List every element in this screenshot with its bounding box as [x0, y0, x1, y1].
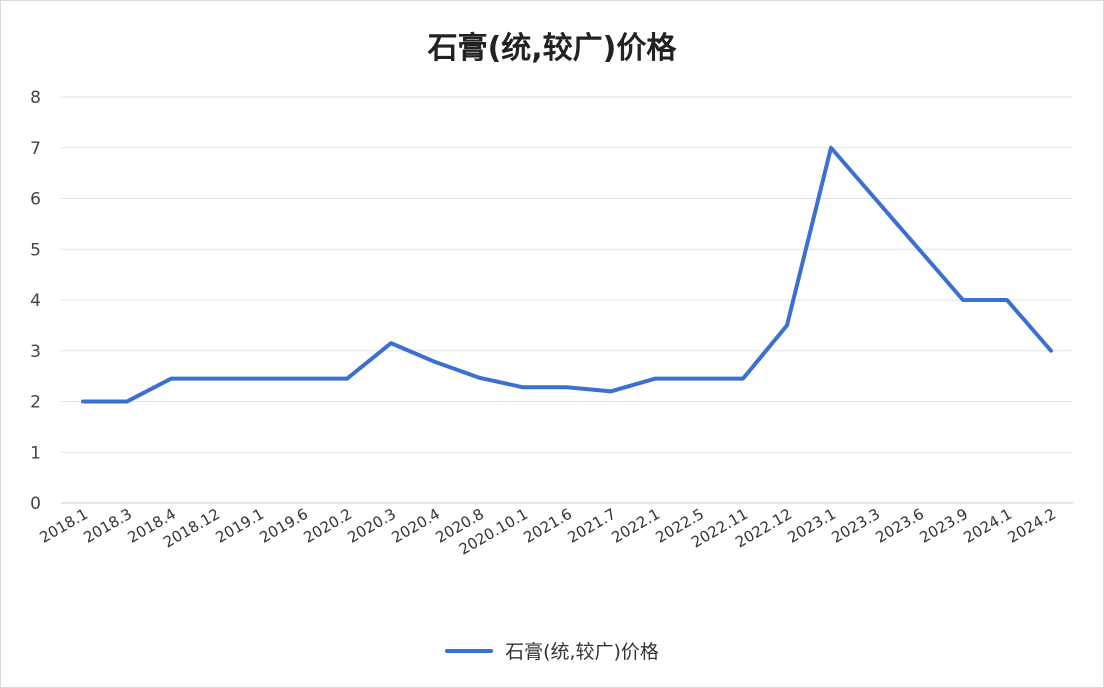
y-tick-label: 6	[30, 190, 41, 210]
x-axis-ticks: 2018.12018.32018.42018.122019.12019.6202…	[37, 505, 1059, 559]
legend: 石膏(统,较广)价格	[1, 637, 1103, 664]
x-tick-label: 2023.1	[785, 505, 839, 547]
x-tick-label: 2019.1	[213, 505, 267, 547]
series-line	[81, 145, 1053, 404]
legend-label: 石膏(统,较广)价格	[505, 641, 659, 663]
legend-swatch	[445, 648, 494, 653]
x-tick-label: 2024.1	[961, 505, 1015, 547]
x-tick-label: 2023.3	[829, 505, 883, 547]
series-layer	[81, 145, 1053, 404]
y-tick-label: 5	[30, 240, 41, 260]
y-tick-label: 3	[30, 342, 41, 362]
x-tick-label: 2022.1	[609, 505, 663, 547]
y-tick-label: 2	[30, 393, 41, 413]
chart-title: 石膏(统,较广)价格	[427, 31, 677, 66]
y-tick-label: 1	[30, 443, 41, 463]
y-tick-label: 8	[30, 88, 41, 108]
y-tick-label: 7	[30, 139, 41, 159]
y-tick-label: 0	[30, 494, 41, 514]
x-tick-label: 2018.3	[81, 505, 135, 547]
x-tick-label: 2024.2	[1005, 505, 1059, 547]
x-tick-label: 2019.6	[257, 505, 311, 547]
x-tick-label: 2018.1	[37, 505, 91, 547]
y-tick-label: 4	[30, 291, 41, 311]
x-tick-label: 2020.4	[389, 505, 443, 547]
x-tick-label: 2021.7	[565, 505, 619, 547]
x-tick-label: 2023.6	[873, 505, 927, 547]
x-tick-label: 2020.3	[345, 505, 399, 547]
x-tick-label: 2023.9	[917, 505, 971, 547]
x-tick-label: 2020.2	[301, 505, 355, 547]
grid-lines	[61, 96, 1073, 504]
y-axis-ticks: 0 1 2 3 4 5 6 7 8	[30, 88, 41, 514]
x-tick-label: 2021.6	[521, 505, 575, 547]
